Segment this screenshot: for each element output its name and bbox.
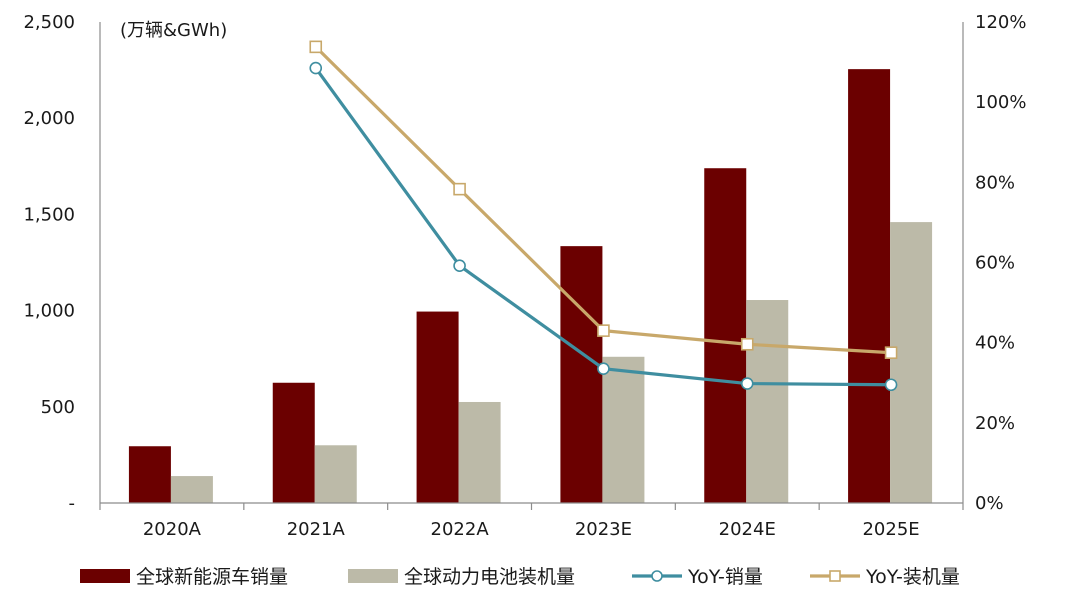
bar-nev-sales-2022a (416, 311, 459, 503)
right-tick-label: 100% (975, 92, 1026, 113)
x-tick-label: 2021A (287, 519, 346, 540)
left-tick-label: 2,000 (23, 108, 75, 129)
lines-layer (309, 40, 898, 392)
point-yoy-sales (884, 378, 898, 392)
bars-layer (128, 69, 933, 503)
bar-nev-sales-2023e (560, 246, 603, 503)
x-tick-label: 2023E (575, 519, 632, 540)
legend-swatch (348, 569, 398, 583)
right-tick-label: 0% (975, 493, 1004, 514)
unit-label: (万辆&GWh) (120, 20, 227, 41)
left-tick-label: 500 (41, 397, 75, 418)
x-tick-label: 2022A (431, 519, 490, 540)
point-yoy-install (309, 40, 323, 54)
legend-item: 全球新能源车销量 (80, 566, 288, 588)
right-tick-label: 60% (975, 253, 1015, 274)
legend-marker (829, 570, 841, 582)
bar-battery-install-2022a (458, 401, 501, 503)
bar-battery-install-2023e (602, 356, 645, 503)
bar-battery-install-2021a (314, 445, 357, 503)
legend-swatch (80, 569, 130, 583)
bar-nev-sales-2025e (848, 69, 891, 503)
right-axis-ticks: 0% 20% 40% 60% 80% 100% 120% (975, 12, 1026, 514)
left-tick-label: 1,000 (23, 301, 75, 322)
point-yoy-install (453, 182, 466, 196)
x-tick-label: 2025E (862, 519, 919, 540)
point-yoy-install (597, 324, 610, 337)
x-tick-label: 2020A (143, 519, 202, 540)
bar-battery-install-2024e (746, 300, 789, 503)
legend-item: 全球动力电池装机量 (348, 566, 575, 588)
axes-layer (99, 22, 964, 510)
x-axis-ticks: 2020A 2021A 2022A 2023E 2024E 2025E (143, 519, 920, 540)
legend-item: YoY-装机量 (810, 566, 960, 588)
legend: 全球新能源车销量 全球动力电池装机量 YoY-销量 YoY-装机量 (80, 566, 960, 588)
point-yoy-sales (453, 259, 466, 273)
bar-nev-sales-2020a (128, 446, 171, 503)
line-yoy-install (314, 45, 892, 355)
point-yoy-sales (740, 377, 754, 390)
legend-label: YoY-装机量 (865, 566, 960, 588)
line-yoy-sales (314, 67, 892, 387)
point-yoy-install (884, 346, 898, 359)
bar-nev-sales-2021a (272, 382, 315, 503)
legend-label: 全球动力电池装机量 (404, 566, 575, 588)
right-tick-label: 120% (975, 12, 1026, 33)
legend-label: YoY-销量 (687, 566, 763, 588)
left-tick-label: 1,500 (23, 204, 75, 225)
right-tick-label: 20% (975, 413, 1015, 434)
left-tick-label: - (69, 493, 76, 514)
legend-marker (651, 570, 663, 582)
point-yoy-sales (597, 362, 610, 376)
legend-item: YoY-销量 (632, 566, 763, 588)
bar-battery-install-2025e (890, 222, 933, 503)
bar-nev-sales-2024e (704, 168, 747, 503)
left-tick-label: 2,500 (23, 12, 75, 33)
right-tick-label: 80% (975, 172, 1015, 193)
x-tick-label: 2024E (719, 519, 776, 540)
bar-battery-install-2020a (170, 476, 213, 503)
right-tick-label: 40% (975, 333, 1015, 354)
left-axis-ticks: - 500 1,000 1,500 2,000 2,500 (23, 12, 75, 514)
legend-label: 全球新能源车销量 (136, 566, 288, 588)
point-yoy-sales (309, 61, 323, 75)
point-yoy-install (740, 337, 754, 351)
